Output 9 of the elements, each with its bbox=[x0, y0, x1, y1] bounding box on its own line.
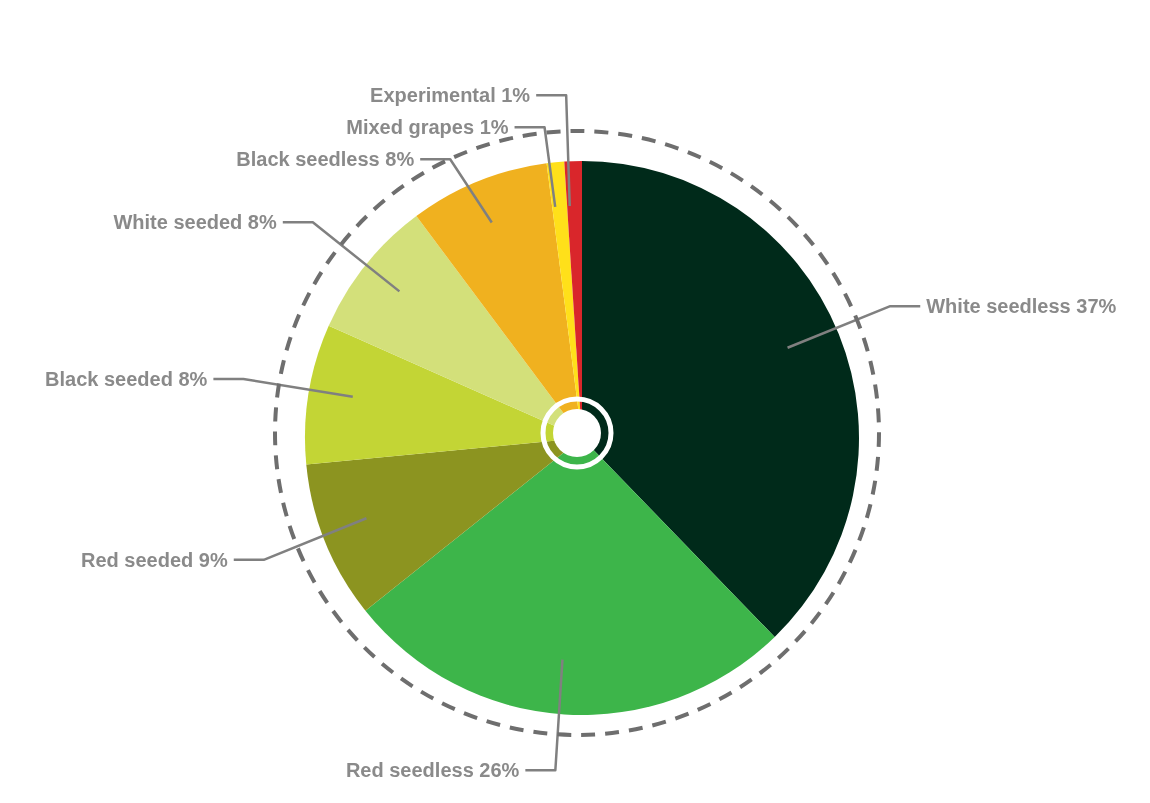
slice-label: White seeded 8% bbox=[113, 211, 277, 234]
slice-label: Mixed grapes 1% bbox=[346, 116, 509, 139]
slice-label: White seedless 37% bbox=[926, 295, 1117, 318]
pie-slice bbox=[582, 161, 859, 637]
slice-label: Red seeded 9% bbox=[81, 548, 228, 571]
slice-label: Black seedless 8% bbox=[236, 148, 415, 171]
slice-label: Black seeded 8% bbox=[45, 368, 208, 391]
slice-label: Experimental 1% bbox=[370, 84, 531, 107]
slice-label: Red seedless 26% bbox=[345, 759, 520, 782]
